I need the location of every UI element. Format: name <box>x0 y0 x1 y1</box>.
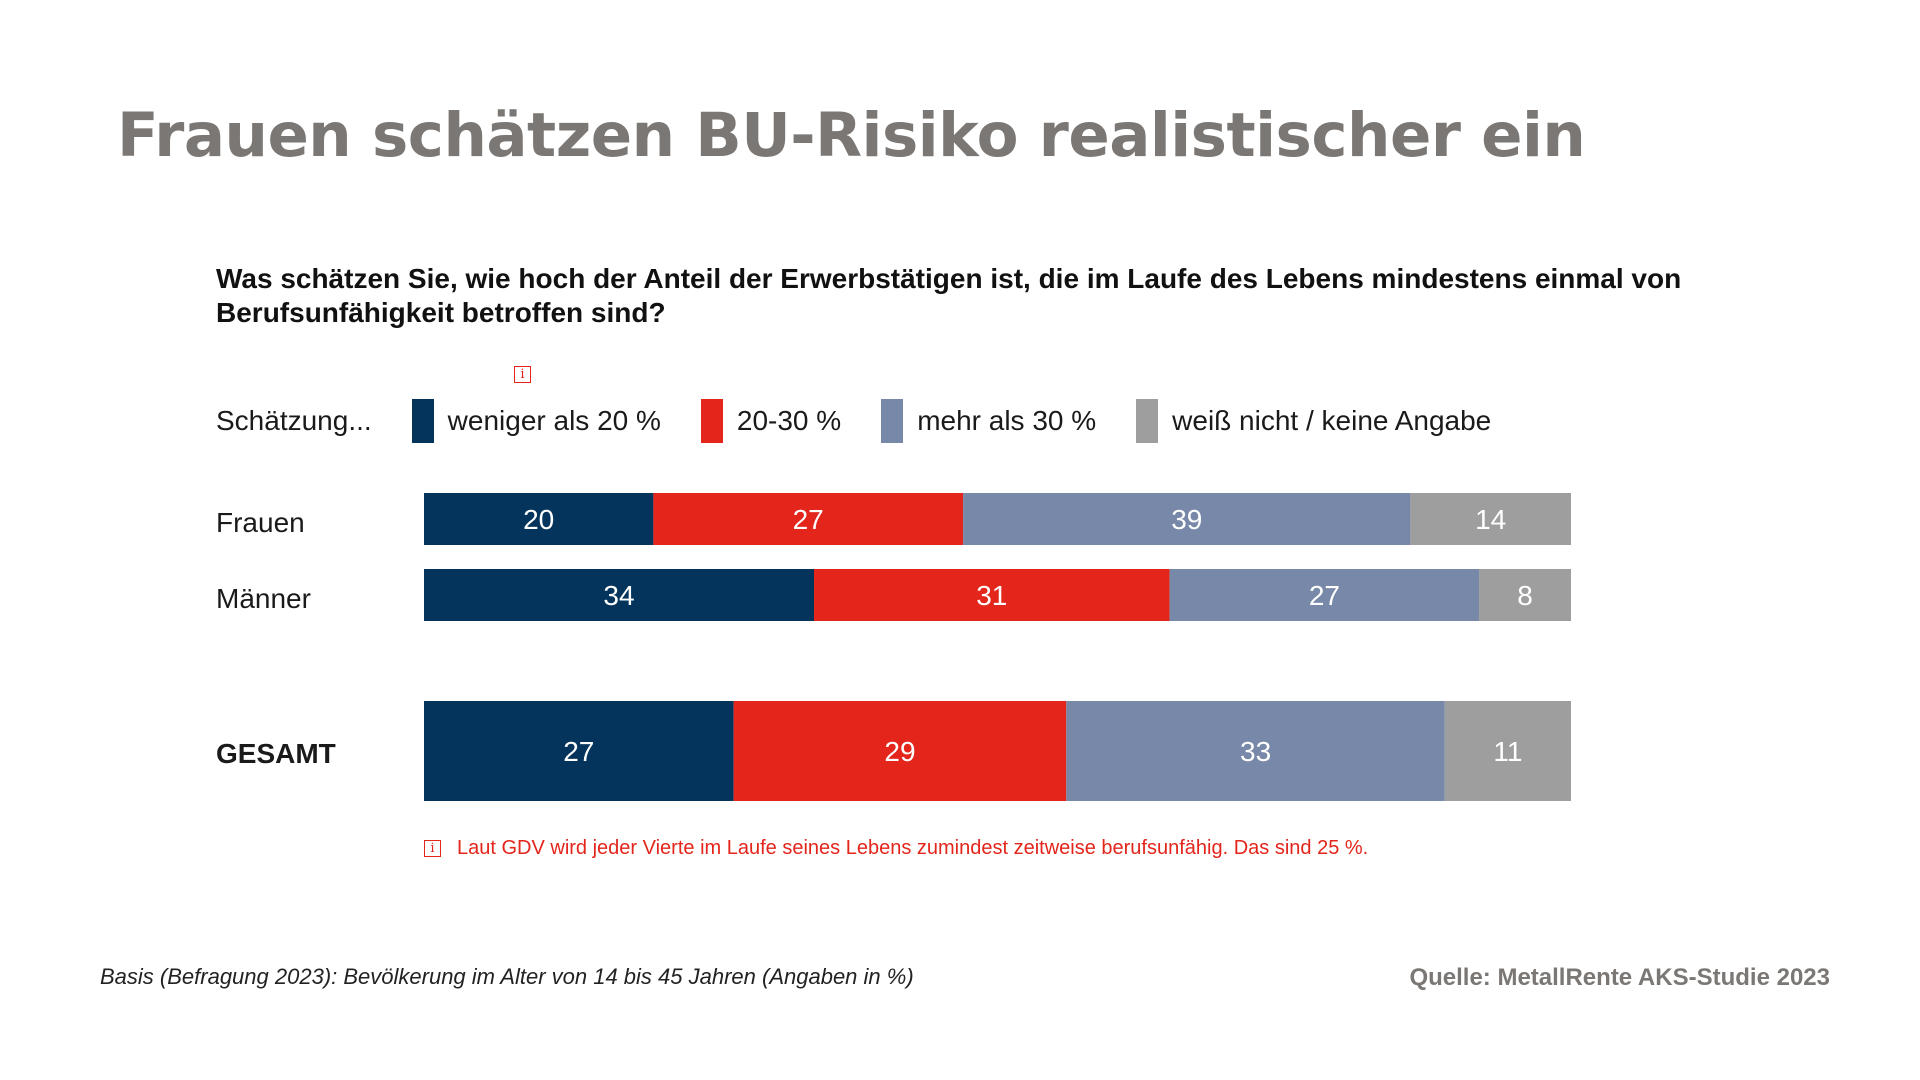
bar-segment <box>963 493 1411 545</box>
legend-label: weiß nicht / keine Angabe <box>1172 405 1492 436</box>
bar-value-label: 27 <box>1309 580 1340 611</box>
bar-segment <box>424 569 814 621</box>
bar-value-label: 27 <box>563 736 594 767</box>
legend-title: Schätzung... <box>216 405 372 436</box>
bar-segment <box>424 701 734 801</box>
legend-label: weniger als 20 % <box>447 405 661 436</box>
gdv-note: i Laut GDV wird jeder Vierte im Laufe se… <box>424 837 1368 860</box>
bar-segment <box>1479 569 1571 621</box>
bar-segment <box>1169 569 1480 621</box>
legend-item-over-30: mehr als 30 % <box>881 399 1096 443</box>
row-label: Männer <box>216 583 311 614</box>
survey-question: Was schätzen Sie, wie hoch der Anteil de… <box>216 263 1682 328</box>
legend-label: 20-30 % <box>736 405 842 436</box>
info-icon: i <box>424 840 441 857</box>
bar-value-label: 14 <box>1475 504 1506 535</box>
bar-segment <box>653 493 964 545</box>
bar-value-label: 39 <box>1171 504 1202 535</box>
row-label: Frauen <box>216 507 305 538</box>
legend-swatch <box>411 399 434 443</box>
row-label: GESAMT <box>216 738 336 769</box>
bar-segment <box>1444 701 1571 801</box>
bar-value-label: 11 <box>1493 736 1522 767</box>
bar-value-label: 8 <box>1517 580 1533 611</box>
legend-swatch <box>700 399 723 443</box>
bar-value-label: 34 <box>603 580 634 611</box>
bar-segment <box>424 493 654 545</box>
note-text: Laut GDV wird jeder Vierte im Laufe sein… <box>457 837 1369 859</box>
chart-legend: Schätzung... weniger als 20 % 20-30 % me… <box>216 398 1531 444</box>
legend-item-no-answer: weiß nicht / keine Angabe <box>1136 399 1491 443</box>
bar-value-label: 31 <box>976 580 1007 611</box>
footer-source: Quelle: MetallRente AKS-Studie 2023 <box>1409 964 1830 991</box>
info-icon: i <box>514 366 531 383</box>
bar-value-label: 20 <box>523 504 554 535</box>
bar-value-label: 29 <box>884 736 915 767</box>
legend-label: mehr als 30 % <box>917 405 1097 436</box>
bar-segment <box>814 569 1170 621</box>
bar-segment <box>1066 701 1445 801</box>
legend-item-20-30: 20-30 % <box>700 399 842 443</box>
legend-item-under-20: weniger als 20 % <box>411 399 661 443</box>
legend-swatch <box>881 399 904 443</box>
page-title: Frauen schätzen BU-Risiko realistischer … <box>117 100 1586 171</box>
bar-value-label: 33 <box>1240 736 1271 767</box>
footer-basis: Basis (Befragung 2023): Bevölkerung im A… <box>100 964 914 989</box>
bar-segment <box>733 701 1067 801</box>
bar-segment <box>1410 493 1571 545</box>
legend-swatch <box>1136 399 1159 443</box>
bar-value-label: 27 <box>793 504 824 535</box>
